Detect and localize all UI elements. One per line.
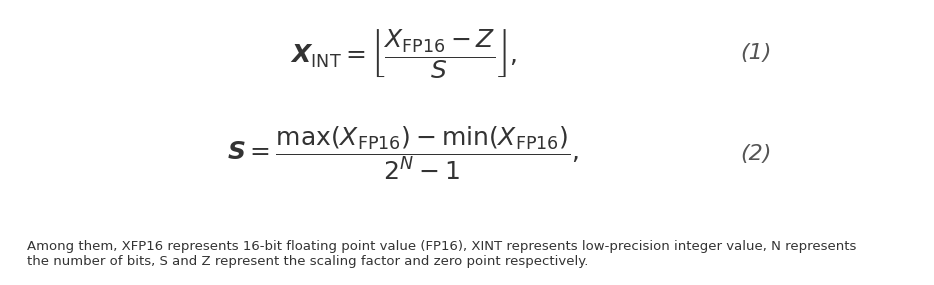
Text: Among them, XFP16 represents 16-bit floating point value (FP16), XINT represents: Among them, XFP16 represents 16-bit floa…: [27, 240, 856, 268]
Text: (1): (1): [741, 43, 771, 63]
Text: $\boldsymbol{S} = \dfrac{\mathrm{max}(X_{\mathrm{FP16}}) - \mathrm{min}(X_{\math: $\boldsymbol{S} = \dfrac{\mathrm{max}(X_…: [227, 125, 579, 182]
Text: (2): (2): [741, 144, 771, 164]
Text: $\boldsymbol{X}_{\mathrm{INT}} = \left\lfloor \dfrac{X_{\mathrm{FP16}} - Z}{S} \: $\boldsymbol{X}_{\mathrm{INT}} = \left\l…: [290, 27, 517, 80]
